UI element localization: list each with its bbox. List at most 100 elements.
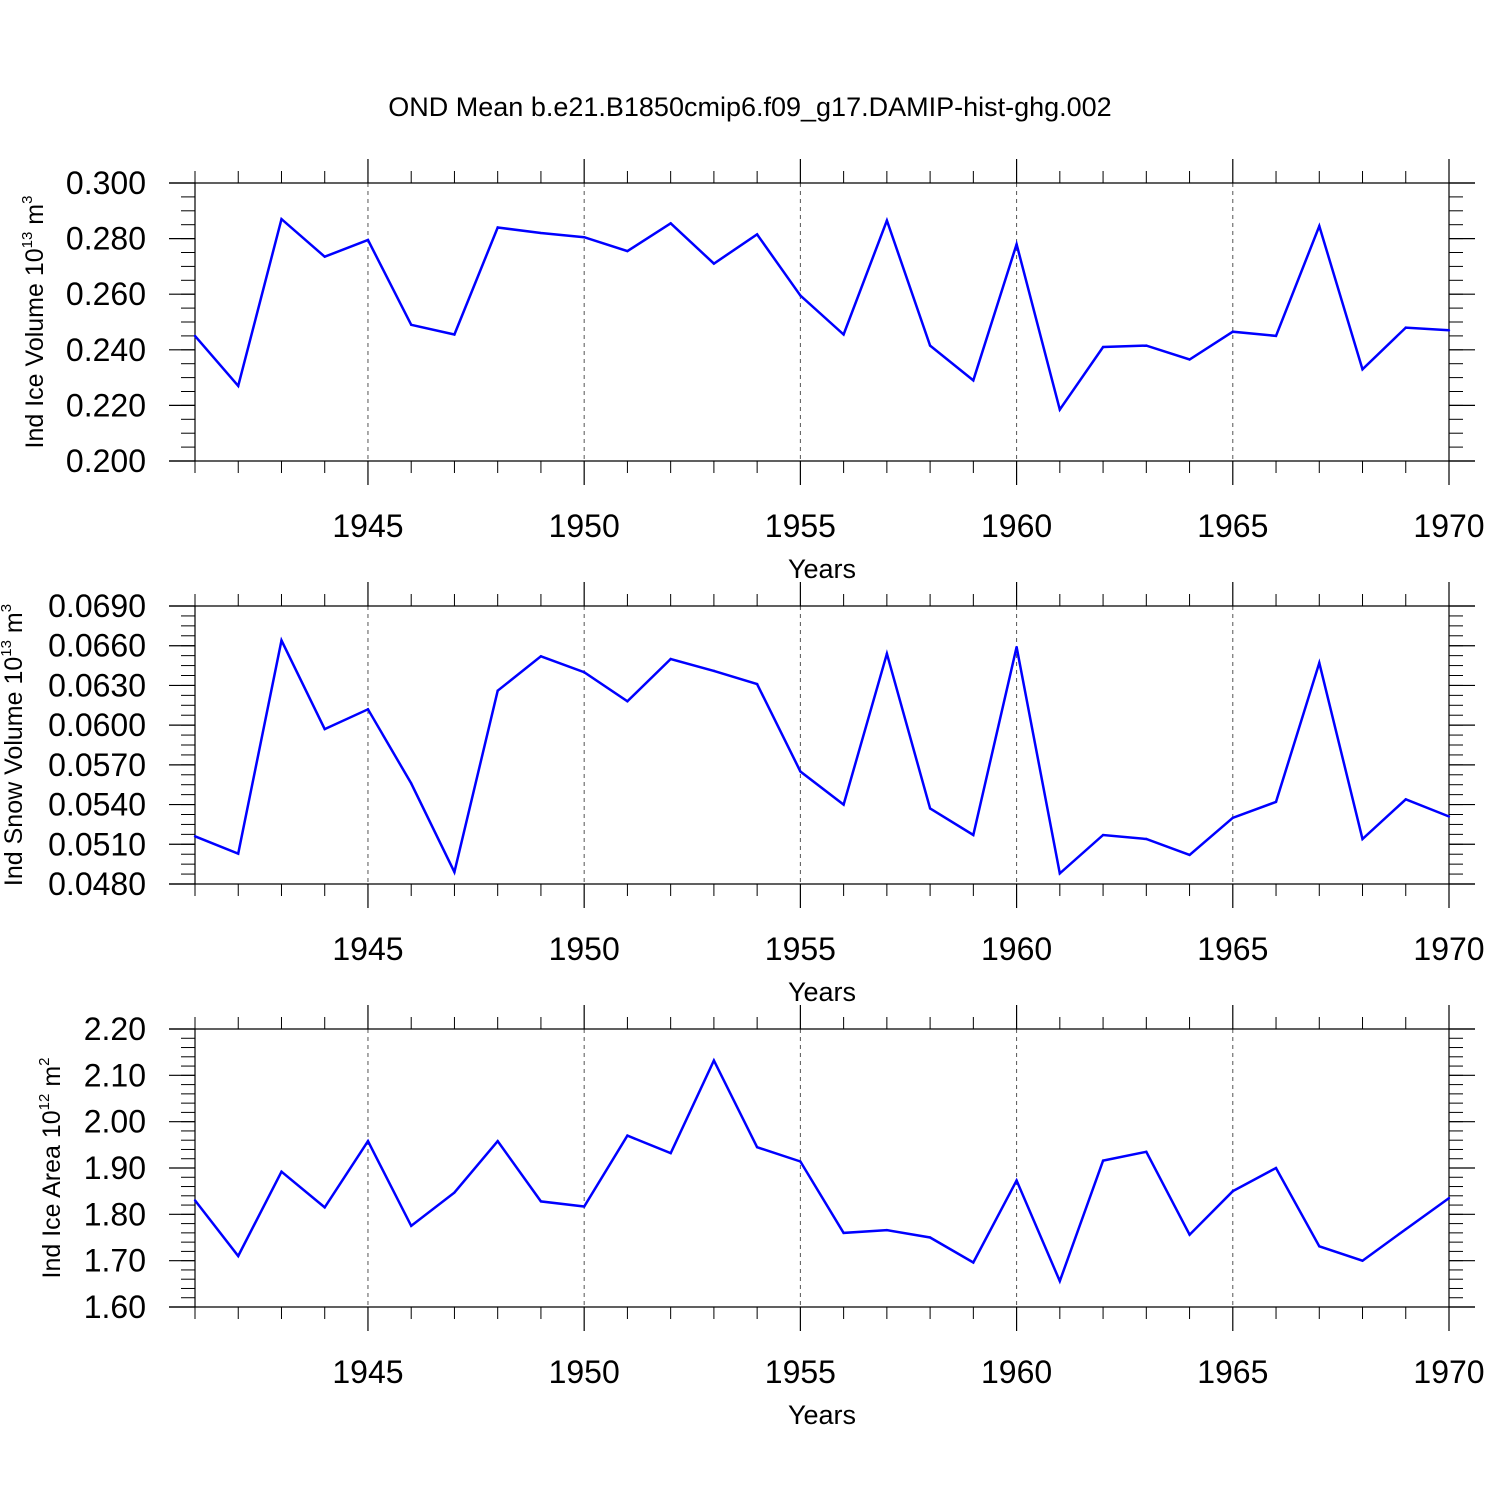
data-point	[323, 727, 326, 731]
x-tick-label: 1955	[765, 931, 836, 967]
series-line	[194, 1057, 1450, 1285]
y-axis-label-unit-exponent: 2	[36, 1058, 53, 1066]
x-tick-label: 1970	[1413, 1354, 1484, 1390]
data-point	[496, 689, 499, 692]
data-point	[1101, 833, 1105, 837]
series-line	[194, 216, 1450, 413]
page-title: OND Mean b.e21.B1850cmip6.f09_g17.DAMIP-…	[388, 92, 1112, 122]
series-line	[194, 636, 1450, 876]
x-tick-label: 1955	[765, 1354, 836, 1390]
data-point	[1361, 1259, 1364, 1262]
y-tick-label: 1.70	[84, 1243, 146, 1279]
data-point	[842, 333, 845, 336]
data-point	[1231, 330, 1234, 333]
x-tick-label: 1965	[1197, 508, 1268, 544]
y-axis-label-unit: m	[0, 612, 28, 640]
x-tick-label: 1950	[549, 508, 620, 544]
data-point	[539, 231, 543, 235]
y-tick-label: 0.220	[66, 387, 146, 423]
data-point	[928, 807, 932, 810]
x-tick-label: 1955	[765, 508, 836, 544]
data-point	[410, 323, 413, 326]
y-tick-label: 0.240	[66, 332, 146, 368]
y-tick-label: 0.0510	[48, 826, 146, 862]
data-point	[755, 1145, 759, 1149]
y-axis-label-unit: m	[38, 1066, 66, 1094]
data-point	[496, 1139, 499, 1143]
data-point	[280, 1170, 283, 1173]
data-point	[885, 219, 889, 222]
y-axis-label-exponent: 12	[36, 1094, 53, 1111]
y-tick-label: 0.0570	[48, 747, 146, 783]
data-point	[366, 1139, 370, 1143]
data-point	[928, 344, 932, 347]
data-point	[237, 852, 240, 855]
chart-panel-3: 1945 1950 1955 1960 1965 1970 Years 1.60 1.70 1.8…	[36, 1005, 1485, 1430]
data-point	[1447, 1196, 1451, 1200]
y-tick-label: 0.0660	[48, 628, 146, 664]
x-tick-label: 1965	[1197, 1354, 1268, 1390]
data-point	[1145, 837, 1148, 841]
data-point	[928, 1236, 932, 1239]
y-tick-label: 0.280	[66, 221, 146, 257]
data-point	[366, 238, 370, 242]
data-point	[669, 222, 672, 225]
data-point	[1015, 242, 1018, 246]
data-point	[669, 657, 672, 661]
y-tick-label: 0.0600	[48, 707, 146, 743]
data-point	[1404, 798, 1407, 801]
data-point	[1318, 661, 1321, 665]
data-point	[799, 1160, 802, 1163]
data-point	[885, 652, 889, 655]
data-point	[799, 294, 802, 297]
data-point	[972, 379, 975, 382]
data-point	[453, 333, 456, 336]
data-point	[755, 233, 759, 236]
y-axis-label-exponent: 13	[0, 640, 15, 657]
data-point	[582, 1205, 586, 1208]
y-axis-label-unit-exponent: 3	[0, 604, 15, 612]
chart-panel-1: 1945 1950 1955 1960 1965 1970 Years 0.200 0.220 0…	[19, 159, 1485, 584]
x-axis-label: Years	[788, 1400, 856, 1430]
y-tick-label: 2.00	[84, 1104, 146, 1140]
data-point	[1404, 1227, 1407, 1231]
x-axis-label: Years	[788, 977, 856, 1007]
data-point	[1145, 1150, 1148, 1153]
chart-panel-2: 1945 1950 1955 1960 1965 1970 Years 0.0480 0.051…	[0, 582, 1485, 1007]
y-axis-label: Ind Ice Area 1012 m2	[36, 1058, 66, 1279]
y-tick-label: 2.20	[84, 1011, 146, 1047]
data-point	[799, 770, 802, 773]
data-point	[755, 682, 759, 686]
data-point	[582, 670, 586, 674]
data-point	[237, 1254, 240, 1258]
data-point	[1015, 1179, 1018, 1182]
data-point	[193, 1199, 197, 1202]
x-tick-label: 1965	[1197, 931, 1268, 967]
x-tick-label: 1950	[549, 1354, 620, 1390]
y-tick-label: 0.0540	[48, 787, 146, 823]
data-point	[193, 835, 197, 838]
data-point	[1274, 800, 1278, 804]
data-point	[1447, 815, 1451, 818]
data-point	[1101, 345, 1105, 349]
data-point	[1058, 872, 1062, 875]
x-tick-label: 1950	[549, 931, 620, 967]
y-tick-label: 0.0480	[48, 866, 146, 902]
data-point	[1404, 326, 1407, 329]
data-point	[1318, 1245, 1321, 1248]
data-point	[539, 655, 543, 658]
data-point	[453, 870, 456, 874]
data-point	[323, 255, 326, 258]
data-point	[842, 803, 845, 806]
y-tick-label: 0.300	[66, 165, 146, 201]
data-point	[1188, 853, 1191, 857]
data-point	[972, 833, 975, 837]
y-axis-label: Ind Snow Volume 1013 m3	[0, 604, 28, 886]
data-point	[1145, 344, 1148, 347]
data-point	[712, 669, 716, 673]
y-axis-label-unit-exponent: 3	[19, 196, 36, 204]
data-point	[280, 217, 283, 221]
y-axis-label-text: Ind Snow Volume 10	[0, 657, 28, 886]
data-point	[1058, 408, 1062, 411]
